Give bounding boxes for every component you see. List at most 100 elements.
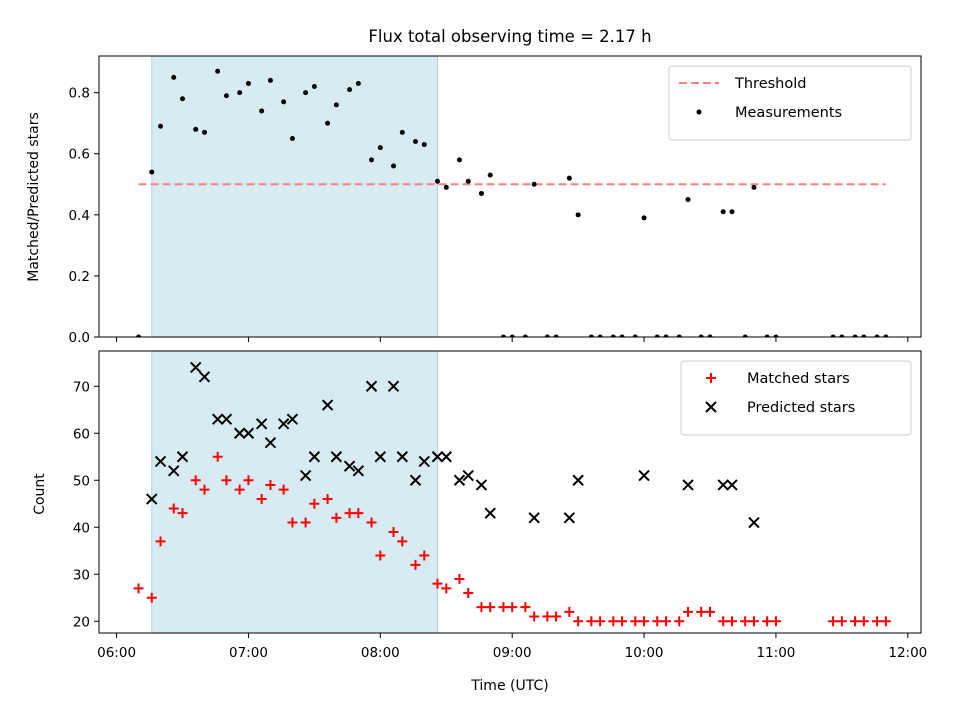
predicted-stars-point: [572, 474, 584, 486]
matched-stars-point: [366, 517, 377, 528]
bottom-legend: Matched stars Predicted stars: [680, 360, 912, 436]
matched-stars-point: [133, 583, 144, 594]
bottom-series-x: [146, 361, 760, 529]
matched-stars-point: [529, 611, 540, 622]
matched-stars-point: [243, 475, 254, 486]
predicted-stars-point: [189, 361, 202, 374]
matched-stars-point: [608, 616, 619, 627]
x-tick-label: 11:00: [756, 645, 795, 661]
matched-stars-point: [454, 573, 465, 584]
measurement-point: [861, 334, 867, 337]
matched-stars-point: [256, 494, 267, 505]
predicted-stars-point: [264, 436, 277, 449]
predicted-stars-point: [387, 380, 400, 392]
measurement-point: [201, 129, 207, 135]
bottom-y-tick-label: 50: [73, 473, 90, 489]
matched-stars-point: [199, 484, 210, 495]
measurement-point: [773, 334, 779, 337]
matched-stars-point: [836, 616, 847, 627]
matched-stars-point: [748, 616, 759, 627]
matched-stars-point: [234, 484, 245, 495]
measurement-point: [509, 334, 515, 337]
matched-stars-point: [674, 616, 685, 627]
bottom-y-axis-label: Count: [32, 473, 48, 515]
x-tick-label: 06:00: [97, 645, 136, 661]
measurement-point: [421, 142, 427, 148]
measurement-point: [720, 209, 726, 215]
top-observing-window: [151, 55, 438, 338]
measurement-point: [478, 190, 484, 196]
predicted-stars-point: [233, 427, 246, 439]
predicted-stars-point: [365, 380, 378, 392]
predicted-stars-point: [168, 465, 180, 477]
measurement-point: [149, 169, 155, 175]
measurement-point: [399, 129, 405, 135]
matched-stars-point: [858, 616, 869, 627]
measurement-point: [180, 96, 186, 102]
matched-stars-point: [353, 508, 364, 519]
matched-stars-point: [770, 616, 781, 627]
measurement-point: [311, 84, 317, 90]
matched-stars-point: [762, 616, 773, 627]
x-tick-label: 10:00: [625, 645, 664, 661]
measurement-point: [500, 334, 506, 337]
matched-stars-point: [485, 602, 496, 613]
top-y-tick-label: 0.6: [69, 147, 90, 163]
bottom-y-tick-label: 20: [73, 614, 90, 630]
bottom-observing-window: [151, 350, 438, 634]
matched-stars-point: [661, 616, 672, 627]
matched-stars-point: [696, 606, 707, 617]
measurement-point: [588, 334, 594, 337]
measurement-point: [676, 334, 682, 337]
measurement-point: [355, 80, 361, 86]
matched-stars-point: [177, 508, 188, 519]
matched-stars-point: [278, 484, 289, 495]
top-chart-title: Flux total observing time = 2.17 h: [368, 27, 651, 46]
measurement-point: [347, 87, 353, 93]
measurement-point: [193, 126, 199, 132]
top-y-tick-label: 0.2: [69, 269, 90, 285]
legend-label: Measurements: [735, 105, 842, 121]
measurement-point: [215, 68, 221, 74]
x-tick-label: 07:00: [229, 645, 268, 661]
predicted-stars-point: [462, 469, 474, 482]
bottom-panel: 20 30 40 50 60 70 06:00 07:00 08:00 09:00 10:00 11:…: [73, 350, 927, 661]
matched-stars-point: [168, 503, 179, 514]
predicted-stars-point: [484, 507, 496, 519]
top-series-dot: [136, 68, 889, 337]
matched-stars-point: [617, 616, 628, 627]
measurement-point: [830, 334, 836, 337]
measurement-point: [369, 157, 375, 163]
matched-stars-point: [221, 475, 232, 486]
predicted-stars-point: [717, 479, 729, 491]
matched-stars-point: [432, 578, 443, 589]
measurement-point: [443, 184, 449, 190]
matched-stars-point: [375, 550, 386, 561]
predicted-stars-point: [748, 516, 760, 529]
matched-stars-point: [146, 592, 157, 603]
x-tick-label: 08:00: [361, 645, 400, 661]
predicted-stars-point: [308, 451, 321, 463]
measurement-point: [729, 209, 735, 215]
measurement-point: [237, 90, 243, 96]
measurement-point: [377, 145, 383, 151]
measurement-point: [259, 108, 265, 114]
predicted-stars-point: [211, 413, 224, 425]
matched-stars-point: [476, 602, 487, 613]
predicted-stars-point: [528, 512, 540, 524]
predicted-stars-point: [431, 451, 444, 463]
matched-stars-point: [551, 611, 562, 622]
predicted-stars-point: [255, 418, 268, 430]
measurement-point: [281, 99, 287, 105]
measurement-point: [553, 334, 559, 337]
measurement-point: [456, 157, 462, 163]
x-tick-label: 12:00: [888, 645, 927, 661]
matched-stars-point: [880, 616, 891, 627]
matched-stars-point: [705, 606, 716, 617]
predicted-stars-point: [638, 469, 650, 482]
matched-stars-point: [287, 517, 298, 528]
bottom-x-axis-label: Time (UTC): [470, 678, 548, 694]
predicted-stars-point: [220, 413, 233, 425]
predicted-stars-point: [286, 413, 299, 425]
bottom-axes-frame: [98, 350, 922, 634]
